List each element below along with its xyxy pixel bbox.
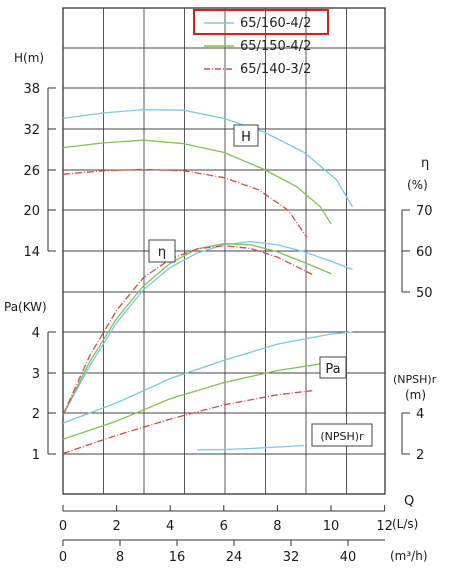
power-label-box: [319, 356, 347, 379]
legend-label-65-150-4-2: 65/150-4/2: [240, 39, 311, 54]
npsh-curve-65-160-4-2: [196, 444, 305, 451]
head-tick-label: 26: [23, 164, 40, 179]
power-tick-label: 3: [32, 367, 40, 382]
power-curve-65-150-4-2: [62, 361, 332, 440]
efficiency-tick-label: 60: [416, 245, 433, 260]
legend-label-65-140-3-2: 65/140-3/2: [240, 62, 311, 77]
flow-ls-tick-label: 2: [112, 519, 120, 534]
legend-label-65-160-4-2: 65/160-4/2: [240, 16, 311, 31]
chart-grid: [62, 7, 386, 495]
flow-m3h-tick-label: 0: [59, 550, 67, 565]
power-axis-label: Pa(KW): [4, 300, 47, 314]
head-tick-label: 38: [23, 82, 40, 97]
efficiency-axis-unit: (%): [407, 178, 428, 192]
flow-ls-tick-label: 0: [59, 519, 67, 534]
flow-m3h-tick-label: 40: [340, 550, 357, 565]
flow-ls-tick-label: 8: [273, 519, 281, 534]
head-tick-label: 20: [23, 204, 40, 219]
legend-highlight-box: [193, 9, 329, 35]
head-curve-65-140-3-2: [62, 168, 308, 238]
flow-symbol: Q: [404, 494, 414, 509]
efficiency-label-box: [148, 239, 176, 263]
flow-ls-tick-label: 10: [323, 519, 340, 534]
power-tick-label: 1: [32, 448, 40, 463]
npsh-tick-label: 4: [416, 407, 424, 422]
head-label-box: [233, 124, 259, 147]
flow-ls-tick-label: 4: [166, 519, 174, 534]
flow-m3h-tick-label: 32: [283, 550, 300, 565]
flow-m3h-unit: (m³/h): [390, 549, 428, 563]
efficiency-axis-symbol: η: [421, 156, 429, 171]
efficiency-curve-65-160-4-2: [62, 240, 353, 416]
flow-m3h-tick-label: 16: [169, 550, 186, 565]
flow-ls-tick-label: 6: [220, 519, 228, 534]
npsh-axis-unit: (m): [405, 388, 426, 402]
head-tick-label: 32: [23, 123, 40, 138]
flow-m3h-tick-label: 24: [226, 550, 243, 565]
chart-curves: [62, 108, 353, 455]
head-curve-65-150-4-2: [62, 139, 332, 225]
npsh-axis-label: (NPSH)r: [393, 373, 437, 386]
head-tick-label: 14: [23, 245, 40, 260]
power-tick-label: 2: [32, 407, 40, 422]
power-tick-label: 4: [32, 326, 40, 341]
head-curve-label: H: [241, 130, 251, 145]
power-curve-label: Pa: [325, 362, 340, 377]
head-axis-label: H(m): [14, 51, 44, 65]
flow-m3h-tick-label: 8: [116, 550, 124, 565]
efficiency-curve-65-140-3-2: [62, 245, 313, 416]
head-curve-65-160-4-2: [62, 108, 353, 208]
npsh-curve-label: (NPSH)r: [320, 430, 364, 443]
flow-ls-tick-label: 12: [376, 519, 393, 534]
efficiency-tick-label: 50: [416, 286, 433, 301]
efficiency-tick-label: 70: [416, 204, 433, 219]
legend: 65/160-4/2 65/150-4/2 65/140-3/2: [193, 9, 329, 77]
npsh-label-box: [311, 423, 373, 447]
power-curve-65-160-4-2: [62, 331, 353, 424]
npsh-tick-label: 2: [416, 448, 424, 463]
efficiency-curve-label: η: [158, 245, 166, 260]
flow-ls-unit: (L/s): [392, 517, 418, 531]
power-curve-65-140-3-2: [62, 390, 313, 455]
